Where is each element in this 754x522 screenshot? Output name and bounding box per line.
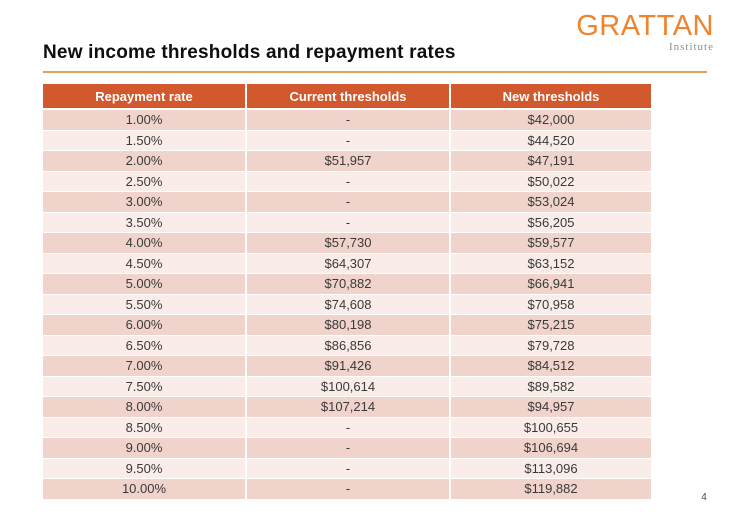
thresholds-table: Repayment rate Current thresholds New th… bbox=[43, 84, 651, 500]
new-threshold-cell: $119,882 bbox=[450, 478, 651, 500]
new-threshold-cell: $106,694 bbox=[450, 437, 651, 459]
repayment-rate-cell: 1.50% bbox=[43, 130, 247, 151]
repayment-rate-cell: 4.50% bbox=[43, 253, 247, 274]
current-threshold-cell: $51,957 bbox=[246, 150, 451, 172]
new-threshold-cell: $44,520 bbox=[450, 130, 651, 151]
current-threshold-cell: $70,882 bbox=[246, 273, 451, 295]
repayment-rate-cell: 6.00% bbox=[43, 314, 247, 336]
column-header-new-thresholds: New thresholds bbox=[450, 84, 651, 110]
current-threshold-cell: $86,856 bbox=[246, 335, 451, 356]
current-threshold-cell: $74,608 bbox=[246, 294, 451, 315]
repayment-rate-cell: 4.00% bbox=[43, 232, 247, 254]
current-threshold-cell: - bbox=[246, 478, 451, 500]
table-row: 1.00% - $42,000 bbox=[43, 109, 651, 131]
new-threshold-cell: $50,022 bbox=[450, 171, 651, 192]
new-threshold-cell: $100,655 bbox=[450, 417, 651, 438]
table-row: 5.50% $74,608 $70,958 bbox=[43, 294, 651, 315]
current-threshold-cell: - bbox=[246, 212, 451, 233]
new-threshold-cell: $75,215 bbox=[450, 314, 651, 336]
current-threshold-cell: $100,614 bbox=[246, 376, 451, 397]
table-row: 4.00% $57,730 $59,577 bbox=[43, 232, 651, 254]
current-threshold-cell: $57,730 bbox=[246, 232, 451, 254]
new-threshold-cell: $70,958 bbox=[450, 294, 651, 315]
table-row: 7.00% $91,426 $84,512 bbox=[43, 355, 651, 377]
repayment-rate-cell: 9.50% bbox=[43, 458, 247, 479]
current-threshold-cell: - bbox=[246, 109, 451, 131]
table-row: 2.50% - $50,022 bbox=[43, 171, 651, 192]
table-row: 6.50% $86,856 $79,728 bbox=[43, 335, 651, 356]
new-threshold-cell: $94,957 bbox=[450, 396, 651, 418]
column-header-repayment-rate: Repayment rate bbox=[43, 84, 247, 110]
page-number: 4 bbox=[701, 492, 707, 503]
table-row: 3.50% - $56,205 bbox=[43, 212, 651, 233]
repayment-rate-cell: 8.00% bbox=[43, 396, 247, 418]
column-header-current-thresholds: Current thresholds bbox=[246, 84, 451, 110]
grattan-logo: GRATTAN Institute bbox=[576, 12, 714, 53]
current-threshold-cell: - bbox=[246, 191, 451, 213]
current-threshold-cell: $64,307 bbox=[246, 253, 451, 274]
repayment-rate-cell: 3.00% bbox=[43, 191, 247, 213]
current-threshold-cell: - bbox=[246, 437, 451, 459]
table-row: 10.00% - $119,882 bbox=[43, 478, 651, 500]
current-threshold-cell: - bbox=[246, 417, 451, 438]
table-body: 1.00% - $42,000 1.50% - $44,520 2.00% $51,957 $4… bbox=[43, 109, 651, 500]
repayment-rate-cell: 5.50% bbox=[43, 294, 247, 315]
current-threshold-cell: $80,198 bbox=[246, 314, 451, 336]
repayment-rate-cell: 2.50% bbox=[43, 171, 247, 192]
repayment-rate-cell: 7.00% bbox=[43, 355, 247, 377]
table-row: 3.00% - $53,024 bbox=[43, 191, 651, 213]
grattan-logo-subtitle: Institute bbox=[668, 41, 714, 53]
current-threshold-cell: - bbox=[246, 171, 451, 192]
table-row: 8.00% $107,214 $94,957 bbox=[43, 396, 651, 418]
table-row: 7.50% $100,614 $89,582 bbox=[43, 376, 651, 397]
repayment-rate-cell: 9.00% bbox=[43, 437, 247, 459]
new-threshold-cell: $84,512 bbox=[450, 355, 651, 377]
current-threshold-cell: $107,214 bbox=[246, 396, 451, 418]
new-threshold-cell: $59,577 bbox=[450, 232, 651, 254]
new-threshold-cell: $47,191 bbox=[450, 150, 651, 172]
repayment-rate-cell: 5.00% bbox=[43, 273, 247, 295]
table-row: 9.00% - $106,694 bbox=[43, 437, 651, 459]
repayment-rate-cell: 10.00% bbox=[43, 478, 247, 500]
new-threshold-cell: $56,205 bbox=[450, 212, 651, 233]
new-threshold-cell: $89,582 bbox=[450, 376, 651, 397]
table-row: 2.00% $51,957 $47,191 bbox=[43, 150, 651, 172]
repayment-rate-cell: 3.50% bbox=[43, 212, 247, 233]
table-row: 1.50% - $44,520 bbox=[43, 130, 651, 151]
current-threshold-cell: - bbox=[246, 458, 451, 479]
table-row: 5.00% $70,882 $66,941 bbox=[43, 273, 651, 295]
repayment-rate-cell: 7.50% bbox=[43, 376, 247, 397]
new-threshold-cell: $66,941 bbox=[450, 273, 651, 295]
current-threshold-cell: - bbox=[246, 130, 451, 151]
repayment-rate-cell: 1.00% bbox=[43, 109, 247, 131]
title-rule bbox=[43, 71, 707, 73]
repayment-rate-cell: 8.50% bbox=[43, 417, 247, 438]
grattan-logo-text: GRATTAN bbox=[576, 10, 714, 42]
new-threshold-cell: $42,000 bbox=[450, 109, 651, 131]
new-threshold-cell: $53,024 bbox=[450, 191, 651, 213]
table-row: 8.50% - $100,655 bbox=[43, 417, 651, 438]
repayment-rate-cell: 2.00% bbox=[43, 150, 247, 172]
current-threshold-cell: $91,426 bbox=[246, 355, 451, 377]
new-threshold-cell: $113,096 bbox=[450, 458, 651, 479]
page-title: New income thresholds and repayment rate… bbox=[43, 42, 456, 63]
table-row: 4.50% $64,307 $63,152 bbox=[43, 253, 651, 274]
table-row: 6.00% $80,198 $75,215 bbox=[43, 314, 651, 336]
new-threshold-cell: $79,728 bbox=[450, 335, 651, 356]
table-header-row: Repayment rate Current thresholds New th… bbox=[43, 84, 651, 110]
repayment-rate-cell: 6.50% bbox=[43, 335, 247, 356]
table-row: 9.50% - $113,096 bbox=[43, 458, 651, 479]
new-threshold-cell: $63,152 bbox=[450, 253, 651, 274]
